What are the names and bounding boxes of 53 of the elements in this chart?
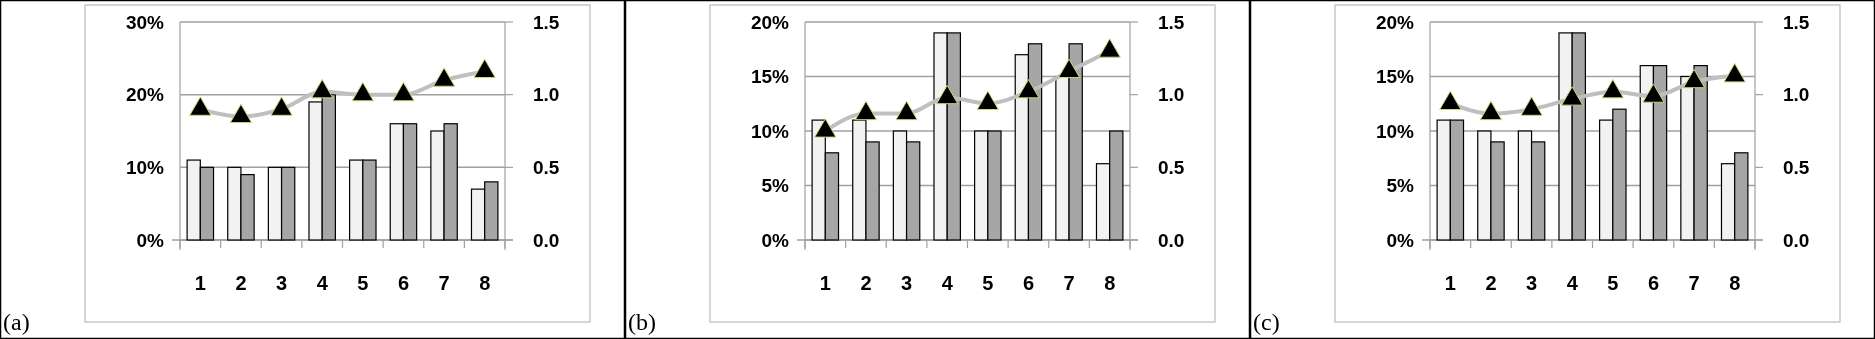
x-tick-label: 5 [1607, 272, 1619, 294]
y2-tick-label: 1.0 [1158, 84, 1185, 106]
y2-tick-label: 0.5 [1158, 156, 1185, 178]
x-tick-label: 1 [194, 272, 206, 294]
y2-tick-label: 1.5 [1158, 11, 1185, 33]
y-tick-label: 5% [761, 175, 790, 197]
y2-tick-label: 1.0 [1783, 84, 1810, 106]
y-tick-label: 5% [1386, 175, 1415, 197]
y2-tick-label: 1.5 [533, 11, 560, 33]
x-tick-label: 6 [397, 272, 409, 294]
text: (a) [3, 309, 30, 335]
y-tick-label: 10% [750, 120, 790, 142]
x-tick-label: 7 [1688, 272, 1700, 294]
x-tick-label: 7 [438, 272, 450, 294]
x-tick-label: 3 [276, 272, 288, 294]
x-tick-label: 6 [1647, 272, 1659, 294]
y-tick-label: 0% [761, 229, 790, 251]
y2-tick-label: 0.0 [1783, 229, 1810, 251]
x-tick-label: 3 [1526, 272, 1538, 294]
y-tick-label: 0% [1386, 229, 1415, 251]
y2-tick-label: 1.5 [1783, 11, 1810, 33]
y-tick-label: 20% [750, 11, 790, 33]
x-tick-label: 1 [1444, 272, 1456, 294]
y-tick-label: 10% [1375, 120, 1415, 142]
x-tick-label: 6 [1022, 272, 1034, 294]
x-tick-label: 8 [1104, 272, 1116, 294]
x-tick-label: 4 [316, 272, 329, 294]
y2-tick-label: 1.0 [533, 84, 560, 106]
y-tick-label: 10% [125, 156, 165, 178]
x-tick-label: 5 [357, 272, 369, 294]
x-tick-label: 8 [1729, 272, 1741, 294]
y-tick-label: 20% [125, 84, 165, 106]
x-tick-label: 8 [479, 272, 491, 294]
y-tick-label: 20% [1375, 11, 1415, 33]
text: (b) [628, 309, 656, 335]
y2-tick-label: 0.0 [533, 229, 560, 251]
y2-tick-label: 0.5 [1783, 156, 1810, 178]
x-tick-label: 2 [235, 272, 247, 294]
y-tick-label: 15% [1375, 66, 1415, 88]
x-tick-label: 3 [901, 272, 913, 294]
text: (c) [1253, 309, 1280, 335]
x-tick-label: 1 [819, 272, 831, 294]
x-tick-label: 2 [860, 272, 872, 294]
x-tick-label: 4 [941, 272, 954, 294]
x-tick-label: 5 [982, 272, 994, 294]
x-tick-label: 2 [1485, 272, 1497, 294]
y2-tick-label: 0.5 [533, 156, 560, 178]
y2-tick-label: 0.0 [1158, 229, 1185, 251]
y-tick-label: 0% [136, 229, 165, 251]
y-tick-label: 15% [750, 66, 790, 88]
x-tick-label: 7 [1063, 272, 1075, 294]
x-tick-label: 4 [1566, 272, 1579, 294]
y-tick-label: 30% [125, 11, 165, 33]
